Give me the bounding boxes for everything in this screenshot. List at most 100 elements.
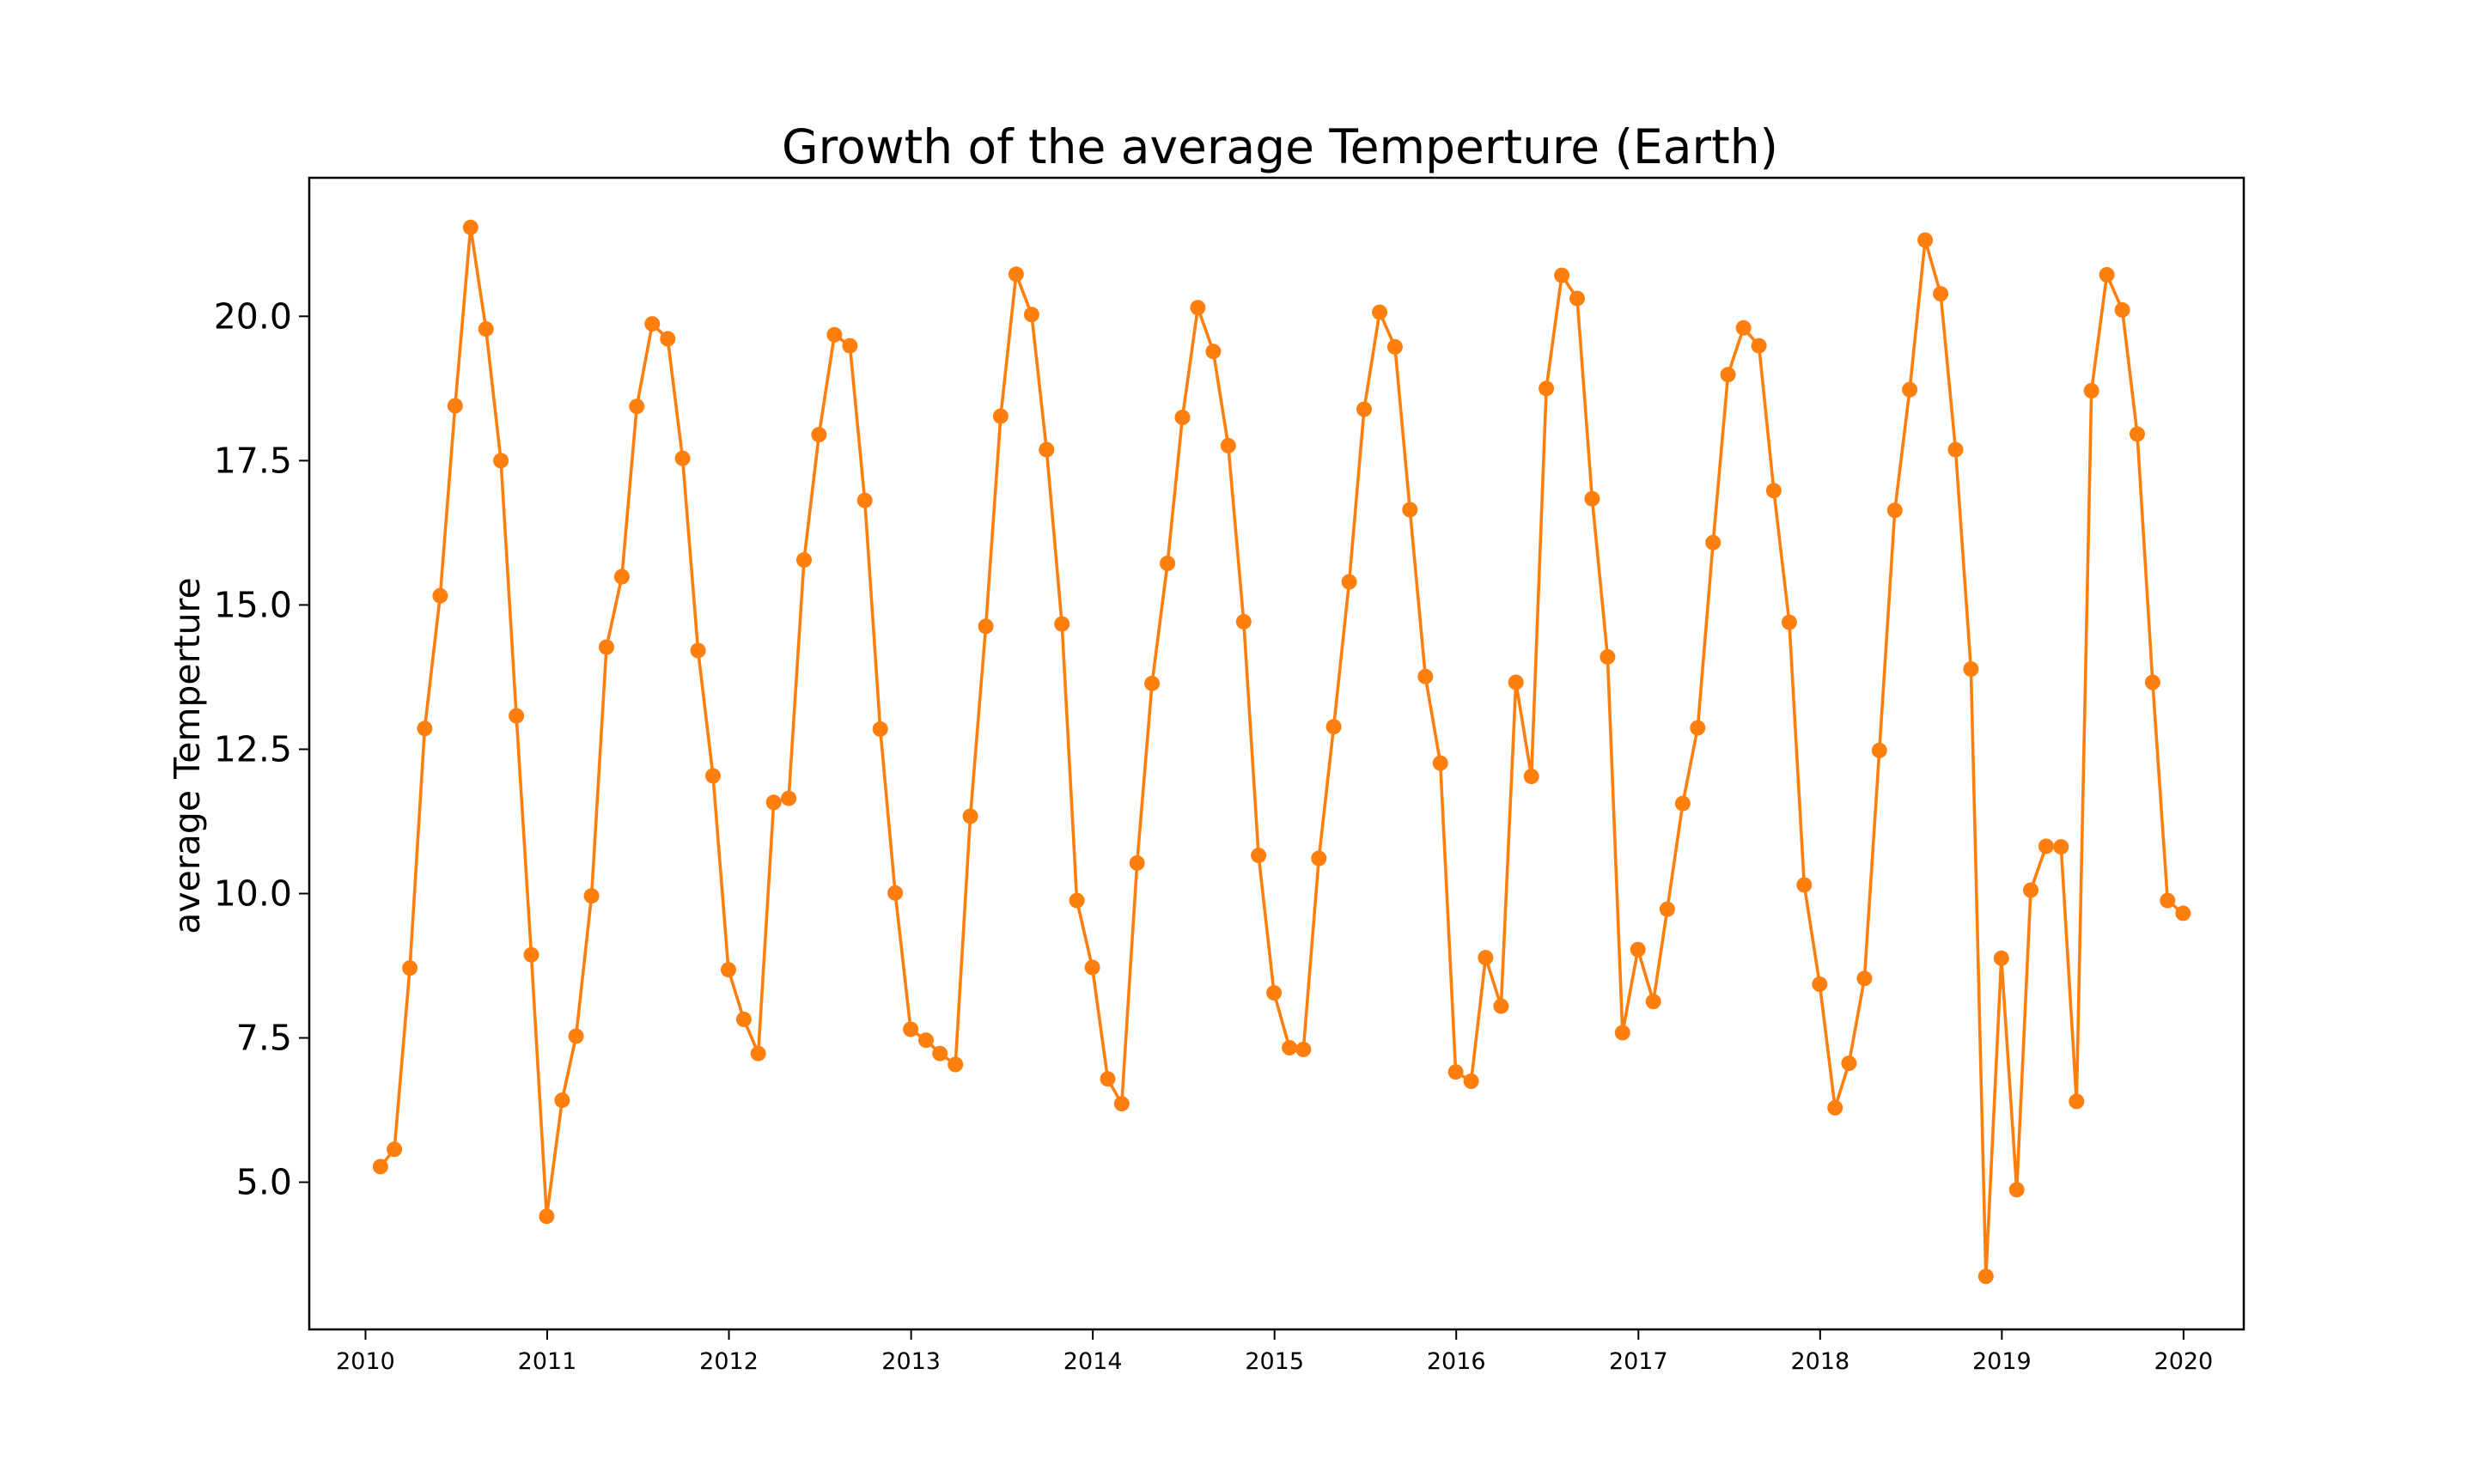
data-point	[478, 321, 494, 338]
data-point	[417, 721, 433, 737]
data-point	[2099, 266, 2115, 283]
data-point	[1144, 675, 1161, 691]
y-tick-label: 7.5	[236, 1018, 292, 1059]
data-point	[539, 1208, 555, 1225]
data-point	[1523, 769, 1539, 785]
y-tick-label: 10.0	[214, 873, 292, 915]
data-point	[583, 888, 600, 904]
data-point	[372, 1159, 388, 1175]
data-point	[493, 453, 509, 469]
data-point	[1871, 742, 1887, 758]
data-point	[1325, 719, 1342, 735]
data-point	[735, 1012, 752, 1027]
x-axis-ticks: 2010 2011 2012 2013 2014 2015 2016 2017 2018 2019…	[336, 1329, 2213, 1375]
y-tick-label: 20.0	[214, 295, 292, 337]
data-point	[1205, 344, 1222, 360]
data-point	[1039, 441, 1055, 458]
data-point	[1720, 367, 1736, 383]
data-point	[1295, 1042, 1312, 1057]
data-point	[1508, 674, 1524, 690]
data-point	[2114, 301, 2130, 318]
x-tick-label: 2015	[1245, 1348, 1304, 1375]
data-point	[2038, 838, 2054, 855]
data-point	[932, 1045, 948, 1061]
data-point	[402, 960, 418, 976]
data-point	[1917, 232, 1934, 248]
data-point	[1735, 319, 1752, 336]
data-point	[1251, 848, 1267, 864]
data-point	[750, 1045, 766, 1061]
data-point	[523, 946, 539, 963]
data-point	[1645, 994, 1661, 1010]
data-point	[842, 338, 858, 354]
data-point	[1554, 267, 1570, 283]
data-point	[2083, 383, 2099, 398]
data-point	[1432, 755, 1448, 771]
data-point	[1386, 338, 1403, 355]
data-point	[1282, 1040, 1298, 1055]
x-tick-label: 2010	[336, 1348, 395, 1375]
data-point	[1372, 304, 1387, 320]
data-point	[1447, 1064, 1464, 1080]
x-tick-label: 2017	[1609, 1348, 1668, 1375]
data-point	[1812, 976, 1828, 992]
data-point	[690, 642, 706, 659]
data-point	[1190, 300, 1206, 316]
data-point	[674, 450, 691, 466]
data-point	[1856, 970, 1873, 987]
plot-area	[372, 219, 2191, 1285]
data-point	[962, 808, 978, 824]
data-point	[2130, 426, 2145, 442]
data-point	[1751, 338, 1767, 354]
data-point	[1493, 998, 1509, 1014]
data-point	[826, 326, 843, 343]
data-point	[1113, 1096, 1130, 1112]
y-axis-label: average Temperture	[167, 577, 208, 934]
data-point	[2175, 905, 2191, 921]
data-point	[948, 1056, 964, 1073]
data-point	[2144, 674, 2160, 690]
data-point	[1008, 266, 1024, 283]
data-point	[811, 427, 827, 443]
data-point	[1600, 648, 1616, 665]
x-tick-label: 2020	[2154, 1348, 2214, 1375]
data-point	[447, 398, 463, 414]
data-point	[856, 492, 873, 508]
data-point	[1100, 1071, 1116, 1087]
data-point	[887, 885, 904, 901]
data-point	[2008, 1182, 2025, 1198]
chart-title: Growth of the average Temperture (Earth)	[782, 119, 1778, 174]
data-point	[1478, 950, 1494, 966]
data-point	[1886, 502, 1903, 519]
data-point	[599, 639, 614, 655]
data-point	[1674, 795, 1691, 812]
axes-frame	[308, 176, 2245, 1331]
data-point	[1341, 574, 1357, 590]
data-point	[721, 962, 736, 978]
data-point	[765, 794, 782, 811]
data-point	[629, 398, 645, 415]
data-point	[1235, 613, 1252, 629]
data-point	[918, 1032, 934, 1049]
data-point	[1781, 614, 1797, 630]
data-point	[1659, 901, 1675, 917]
data-point	[1084, 959, 1100, 976]
data-point	[1539, 380, 1555, 397]
data-point	[1977, 1268, 1994, 1285]
y-tick-label: 5.0	[236, 1162, 292, 1203]
data-point	[1174, 410, 1191, 425]
data-point	[1902, 381, 1918, 398]
y-tick-label: 12.5	[214, 728, 292, 769]
data-point	[2160, 892, 2176, 909]
data-point	[1129, 855, 1145, 871]
data-point	[1630, 941, 1646, 958]
data-point	[1569, 290, 1585, 307]
x-tick-label: 2013	[881, 1348, 941, 1375]
data-point	[1947, 441, 1964, 458]
data-point	[1993, 950, 2009, 966]
data-point	[387, 1141, 403, 1158]
data-point	[568, 1028, 584, 1044]
data-point	[1417, 668, 1434, 684]
